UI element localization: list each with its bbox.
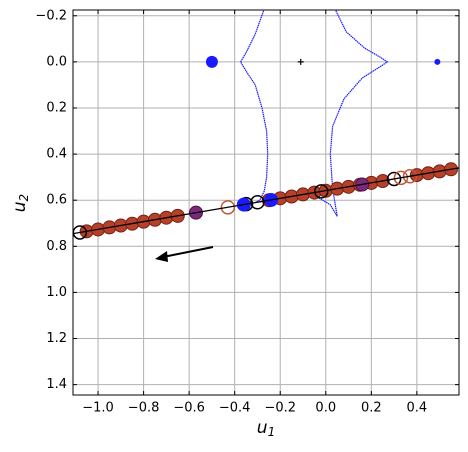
- y-tick-label: 0.2: [46, 100, 67, 115]
- x-tick-label: 0.0: [315, 401, 336, 416]
- x-tick-label: −0.8: [128, 401, 160, 416]
- trajectory: [73, 167, 459, 235]
- y-tick-label: 0.6: [46, 193, 67, 208]
- y-tick-label: 1.0: [46, 285, 67, 300]
- y-tick-label: 1.2: [46, 331, 67, 346]
- point: [393, 170, 409, 186]
- point: [402, 168, 418, 184]
- x-tick-label: −0.6: [173, 401, 205, 416]
- y-tick-label: 0.4: [46, 147, 67, 162]
- point: [220, 200, 236, 215]
- x-tick-label: 0.4: [407, 401, 428, 416]
- caustic: [239, 10, 269, 204]
- arrow-head: [155, 251, 168, 262]
- x-tick-label: −0.2: [264, 401, 296, 416]
- x-tick-label: 0.2: [361, 401, 382, 416]
- lens: [205, 55, 218, 68]
- arrow: [162, 246, 214, 258]
- y-tick-label: 0.0: [46, 54, 67, 69]
- y-tick-label: 1.4: [46, 377, 67, 392]
- x-tick-label: −0.4: [219, 401, 251, 416]
- point: [386, 171, 402, 187]
- y-axis-label: u2: [10, 194, 31, 212]
- lens: [434, 58, 441, 65]
- center-marker: [297, 58, 304, 65]
- x-axis-label: u1: [257, 418, 275, 439]
- y-tick-label: 0.8: [46, 239, 67, 254]
- point: [313, 184, 329, 199]
- point: [250, 195, 265, 210]
- x-tick-label: −1.0: [82, 401, 114, 416]
- y-tick-label: −0.2: [35, 8, 67, 23]
- axes-frame: [72, 9, 460, 396]
